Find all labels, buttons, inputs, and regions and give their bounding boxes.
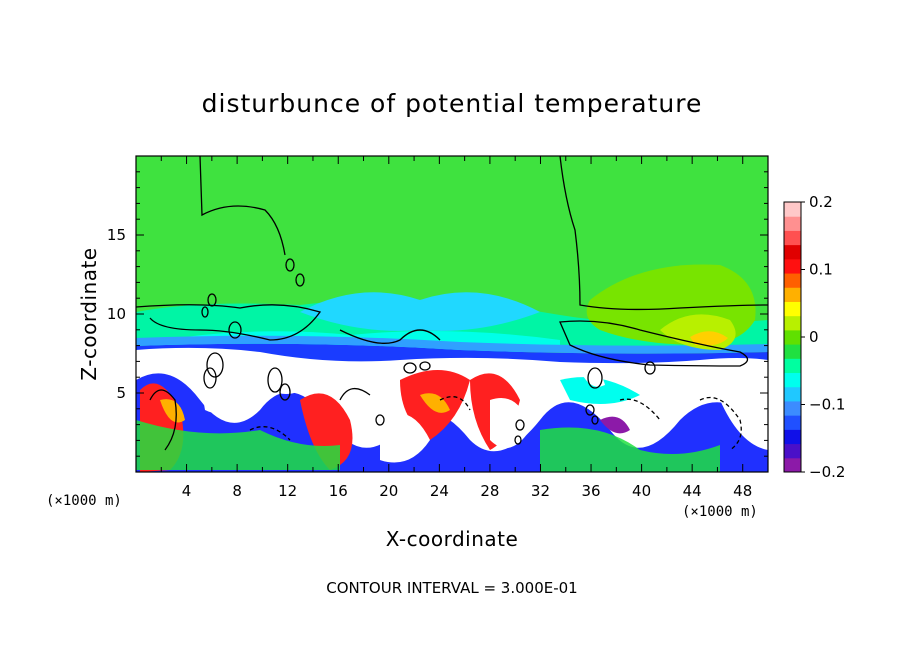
x-tick-label: 4 bbox=[182, 482, 192, 500]
field-patch-negative-center bbox=[300, 292, 540, 331]
colorbar-swatch bbox=[784, 386, 801, 402]
colorbar-tick-label: −0.2 bbox=[809, 463, 845, 481]
x-tick-label: 48 bbox=[733, 482, 752, 500]
colorbar-swatch bbox=[784, 429, 801, 445]
colorbar-swatch bbox=[784, 258, 801, 274]
y-axis-label: Z-coordinate bbox=[77, 247, 101, 380]
z-axis-unit: (×1000 m) bbox=[46, 493, 122, 509]
y-tick-label: 10 bbox=[107, 305, 126, 323]
field-lower-layer bbox=[136, 347, 768, 472]
field-stripe-cyan bbox=[136, 335, 768, 354]
contour-interval-note: CONTOUR INTERVAL = 3.000E-01 bbox=[326, 579, 577, 597]
colorbar-swatch bbox=[784, 329, 801, 345]
x-axis: 4 8 12 16 20 24 28 32 36 40 44 48 bbox=[160, 156, 752, 500]
colorbar-swatch bbox=[784, 202, 801, 217]
x-tick-label: 16 bbox=[329, 482, 348, 500]
y-axis: 5 10 15 bbox=[107, 171, 768, 457]
colorbar bbox=[784, 202, 801, 473]
x-tick-label: 44 bbox=[683, 482, 702, 500]
colorbar-swatch bbox=[784, 372, 801, 388]
colorbar-swatch bbox=[784, 443, 801, 459]
x-tick-label: 12 bbox=[278, 482, 297, 500]
colorbar-swatch bbox=[784, 344, 801, 359]
colorbar-swatch bbox=[784, 415, 801, 430]
heatmap-field bbox=[136, 156, 768, 472]
colorbar-tick-label: 0 bbox=[809, 328, 819, 346]
colorbar-swatch bbox=[784, 315, 801, 331]
colorbar-swatch bbox=[784, 244, 801, 260]
y-tick-label: 15 bbox=[107, 226, 126, 244]
colorbar-swatch bbox=[784, 457, 801, 473]
y-tick-label: 5 bbox=[116, 384, 126, 402]
colorbar-swatch bbox=[784, 358, 801, 374]
colorbar-tick-label: −0.1 bbox=[809, 396, 845, 414]
colorbar-tick-label: 0.1 bbox=[809, 261, 833, 279]
x-tick-label: 24 bbox=[430, 482, 449, 500]
colorbar-swatch bbox=[784, 216, 801, 231]
x-axis-label: X-coordinate bbox=[386, 527, 519, 551]
x-tick-label: 20 bbox=[379, 482, 398, 500]
colorbar-ticks: 0.2 0.1 0 −0.1 −0.2 bbox=[801, 193, 845, 481]
chart-title: disturbunce of potential temperature bbox=[202, 89, 703, 118]
colorbar-swatch bbox=[784, 287, 801, 302]
x-tick-label: 36 bbox=[581, 482, 600, 500]
colorbar-tick-label: 0.2 bbox=[809, 193, 833, 211]
contour-lines bbox=[136, 156, 768, 451]
x-axis-unit: (×1000 m) bbox=[682, 504, 758, 520]
x-tick-label: 40 bbox=[632, 482, 651, 500]
colorbar-swatch bbox=[784, 230, 801, 246]
colorbar-swatch bbox=[784, 301, 801, 317]
colorbar-swatch bbox=[784, 400, 801, 416]
field-patch-positive-right-core bbox=[690, 331, 728, 346]
colorbar-swatch bbox=[784, 273, 801, 288]
x-tick-label: 32 bbox=[531, 482, 550, 500]
x-tick-label: 8 bbox=[232, 482, 242, 500]
x-tick-label: 28 bbox=[480, 482, 499, 500]
